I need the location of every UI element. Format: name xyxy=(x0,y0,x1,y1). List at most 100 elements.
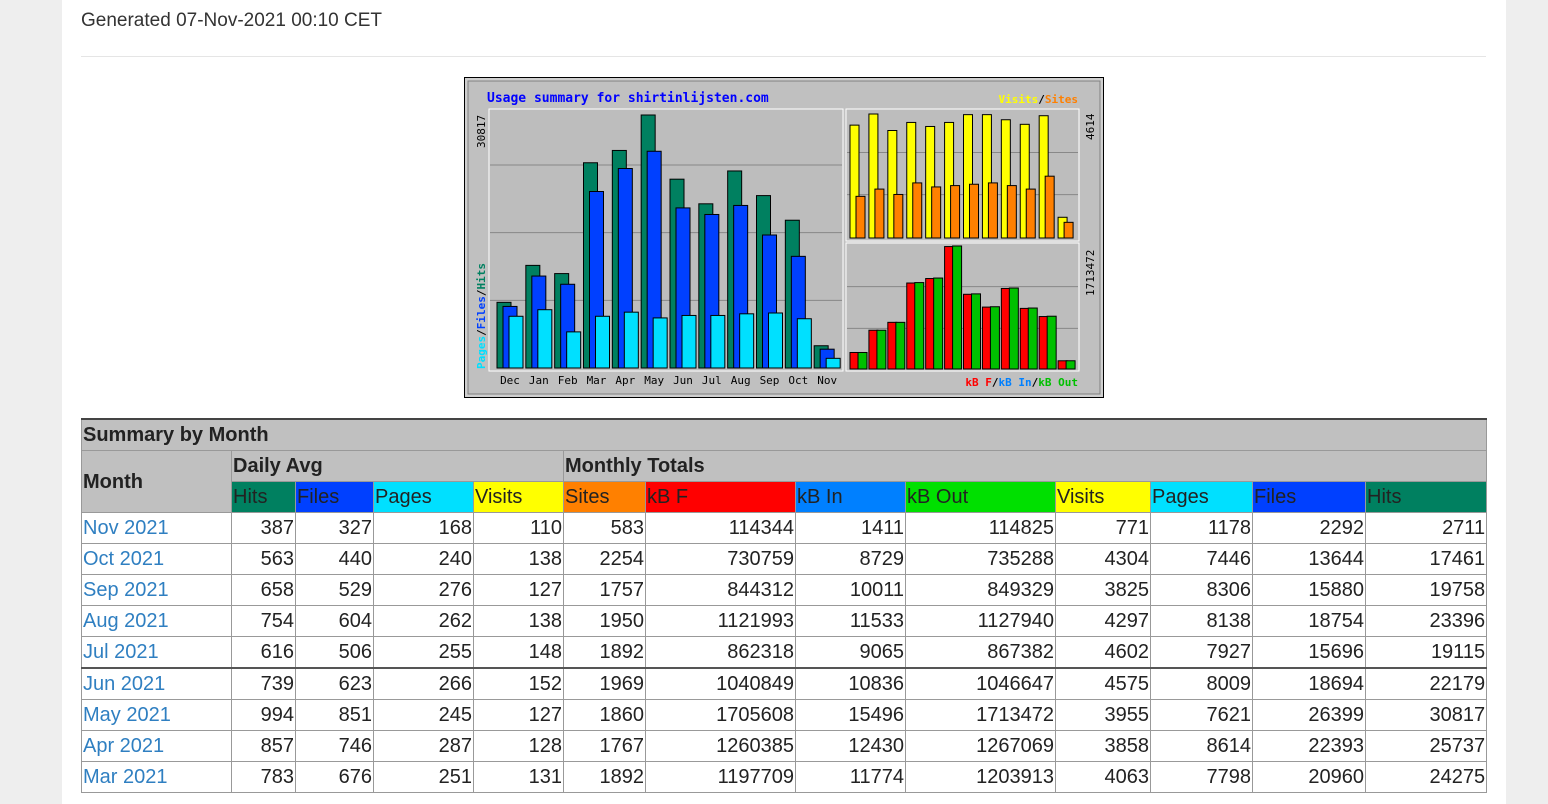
month-link[interactable]: Mar 2021 xyxy=(83,766,168,788)
month-link[interactable]: Aug 2021 xyxy=(83,610,169,632)
bar-visits xyxy=(1000,119,1011,239)
value-cell: 23396 xyxy=(1364,605,1488,637)
column-header-files: Files xyxy=(1252,481,1366,513)
month-link[interactable]: Oct 2021 xyxy=(83,548,165,570)
value-cell: 440 xyxy=(295,543,374,575)
value-cell: 1969 xyxy=(563,667,646,700)
month-cell: Sep 2021 xyxy=(81,574,232,606)
legend-hits: Hits xyxy=(475,263,488,290)
value-cell: 19758 xyxy=(1364,574,1488,606)
month-link[interactable]: Apr 2021 xyxy=(83,735,165,757)
value-cell: 22179 xyxy=(1364,667,1488,700)
value-cell: 152 xyxy=(473,667,564,700)
table-row: Mar 2021 783 676 251 131 1892 1197709 11774 1203… xyxy=(81,761,1488,793)
bar-pages xyxy=(595,315,610,369)
value-cell: 1892 xyxy=(563,636,646,669)
month-cell: Jul 2021 xyxy=(81,636,232,669)
daily-avg-header: Daily Avg xyxy=(231,450,564,482)
top-right-axis-max-label: 4614 xyxy=(1084,113,1097,140)
bar-visits xyxy=(849,124,860,239)
bar-sites xyxy=(1044,175,1055,239)
value-cell: 25737 xyxy=(1364,730,1488,762)
legend-visits: Visits xyxy=(999,93,1039,106)
month-cell: Jun 2021 xyxy=(81,667,232,700)
bar-pages xyxy=(566,331,582,369)
bar-visits xyxy=(868,113,879,239)
value-cell: 327 xyxy=(295,512,374,544)
month-link[interactable]: Jul 2021 xyxy=(83,641,159,663)
value-cell: 8614 xyxy=(1150,730,1253,762)
column-header-pages: Pages xyxy=(1150,481,1253,513)
value-cell: 1127940 xyxy=(905,605,1056,637)
bar-visits xyxy=(906,121,917,239)
bar-sites xyxy=(1025,188,1036,239)
month-link[interactable]: May 2021 xyxy=(83,704,171,726)
value-cell: 138 xyxy=(473,605,564,637)
value-cell: 255 xyxy=(373,636,474,669)
month-link[interactable]: Jun 2021 xyxy=(83,673,166,695)
x-tick-label: Apr xyxy=(615,374,635,387)
x-tick-label: Jun xyxy=(673,374,693,387)
x-tick-label: Sep xyxy=(760,374,780,387)
month-cell: Apr 2021 xyxy=(81,730,232,762)
column-header-visits: Visits xyxy=(473,481,564,513)
value-cell: 287 xyxy=(373,730,474,762)
column-header-pages: Pages xyxy=(373,481,474,513)
x-tick-label: Jul xyxy=(702,374,722,387)
value-cell: 22393 xyxy=(1252,730,1366,762)
value-cell: 128 xyxy=(473,730,564,762)
bar-sites xyxy=(1063,221,1074,239)
value-cell: 26399 xyxy=(1252,699,1366,731)
month-header: Month xyxy=(81,450,232,513)
value-cell: 851 xyxy=(295,699,374,731)
x-tick-label: Feb xyxy=(558,374,578,387)
value-cell: 3825 xyxy=(1055,574,1151,606)
bar-pages xyxy=(508,315,524,369)
value-cell: 1260385 xyxy=(645,730,796,762)
bar-kbout xyxy=(895,321,906,370)
value-cell: 127 xyxy=(473,699,564,731)
value-cell: 8009 xyxy=(1150,667,1253,700)
value-cell: 9065 xyxy=(795,636,906,669)
bar-kbout xyxy=(914,282,925,370)
value-cell: 114344 xyxy=(645,512,796,544)
value-cell: 1713472 xyxy=(905,699,1056,731)
left-axis-max-label: 30817 xyxy=(475,115,488,148)
value-cell: 529 xyxy=(295,574,374,606)
value-cell: 563 xyxy=(231,543,296,575)
x-tick-label: Jan xyxy=(529,374,549,387)
column-header-kb-in: kB In xyxy=(795,481,906,513)
month-link[interactable]: Sep 2021 xyxy=(83,579,169,601)
bar-kbout xyxy=(857,351,868,370)
value-cell: 10011 xyxy=(795,574,906,606)
month-cell: May 2021 xyxy=(81,699,232,731)
month-cell: Aug 2021 xyxy=(81,605,232,637)
bar-pages xyxy=(623,311,639,369)
bar-sites xyxy=(950,185,961,239)
usage-chart-svg: Usage summary for shirtinlijsten.com Dec… xyxy=(467,80,1101,395)
chart-title: Usage summary for shirtinlijsten.com xyxy=(487,91,769,106)
value-cell: 11533 xyxy=(795,605,906,637)
bar-visits xyxy=(887,130,898,239)
value-cell: 276 xyxy=(373,574,474,606)
value-cell: 110 xyxy=(473,512,564,544)
bar-kbout xyxy=(876,329,887,370)
monthly-totals-header: Monthly Totals xyxy=(562,450,1488,482)
value-cell: 12430 xyxy=(795,730,906,762)
value-cell: 266 xyxy=(373,667,474,700)
bar-kbout xyxy=(952,245,963,370)
value-cell: 24275 xyxy=(1364,761,1488,793)
value-cell: 735288 xyxy=(905,543,1056,575)
legend-kbf: kB F xyxy=(965,376,992,389)
value-cell: 658 xyxy=(231,574,296,606)
value-cell: 862318 xyxy=(645,636,796,669)
value-cell: 8138 xyxy=(1150,605,1253,637)
month-link[interactable]: Nov 2021 xyxy=(83,517,169,539)
summary-by-month-table: Summary by Month Month Daily Avg Monthly… xyxy=(80,418,1488,793)
value-cell: 1197709 xyxy=(645,761,796,793)
left-legend: Pages/Files/Hits xyxy=(475,263,488,369)
value-cell: 867382 xyxy=(905,636,1056,669)
table-row: Oct 2021 563 440 240 138 2254 730759 8729 735288… xyxy=(81,543,1488,575)
value-cell: 1411 xyxy=(795,512,906,544)
bar-pages xyxy=(825,357,841,369)
